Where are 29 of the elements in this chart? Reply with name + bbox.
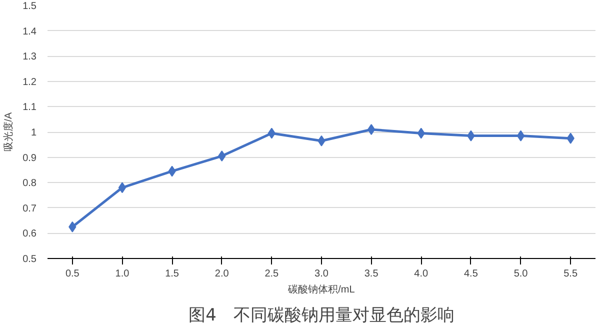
y-tick-label: 0.9 (22, 152, 37, 164)
x-tick-label: 4.5 (464, 268, 478, 280)
point (268, 128, 276, 139)
y-tick-label: 1.3 (22, 52, 37, 63)
y-tick-label: 1.1 (22, 102, 37, 114)
y-tick-label: 1.5 (22, 1, 37, 12)
point (516, 130, 525, 142)
x-tick-label: 4.0 (414, 268, 429, 280)
y-axis-title: 吸光度/A (2, 112, 15, 152)
point (367, 124, 376, 135)
y-tick-label: 1.2 (22, 76, 37, 88)
x-tick-label: 1.5 (165, 268, 180, 280)
x-tick-label: 5.0 (514, 268, 528, 280)
x-tick-label: 1.0 (115, 268, 130, 280)
text: 图4 不同碳酸钠用量对显色的影响 (188, 306, 454, 326)
y-tick-label: 0.6 (22, 228, 37, 240)
x-tick-label: 2.0 (214, 268, 230, 280)
y-tick-label: 0.7 (22, 203, 37, 214)
x-tick-label: 0.5 (65, 268, 80, 280)
y-tick-label: 0.5 (22, 254, 37, 265)
y-tick-label: 1.4 (22, 26, 37, 38)
y-tick-label: 0.8 (22, 178, 37, 190)
x-axis-title: 碳酸钠体积/mL (287, 284, 356, 296)
x-tick-label: 2.5 (264, 268, 280, 280)
x-tick-label: 3.0 (314, 268, 329, 280)
y-tick-label: 1 (30, 128, 37, 138)
point (118, 182, 126, 194)
x-tick-label: 5.5 (564, 268, 578, 280)
x-tick-label: 3.5 (364, 268, 379, 280)
